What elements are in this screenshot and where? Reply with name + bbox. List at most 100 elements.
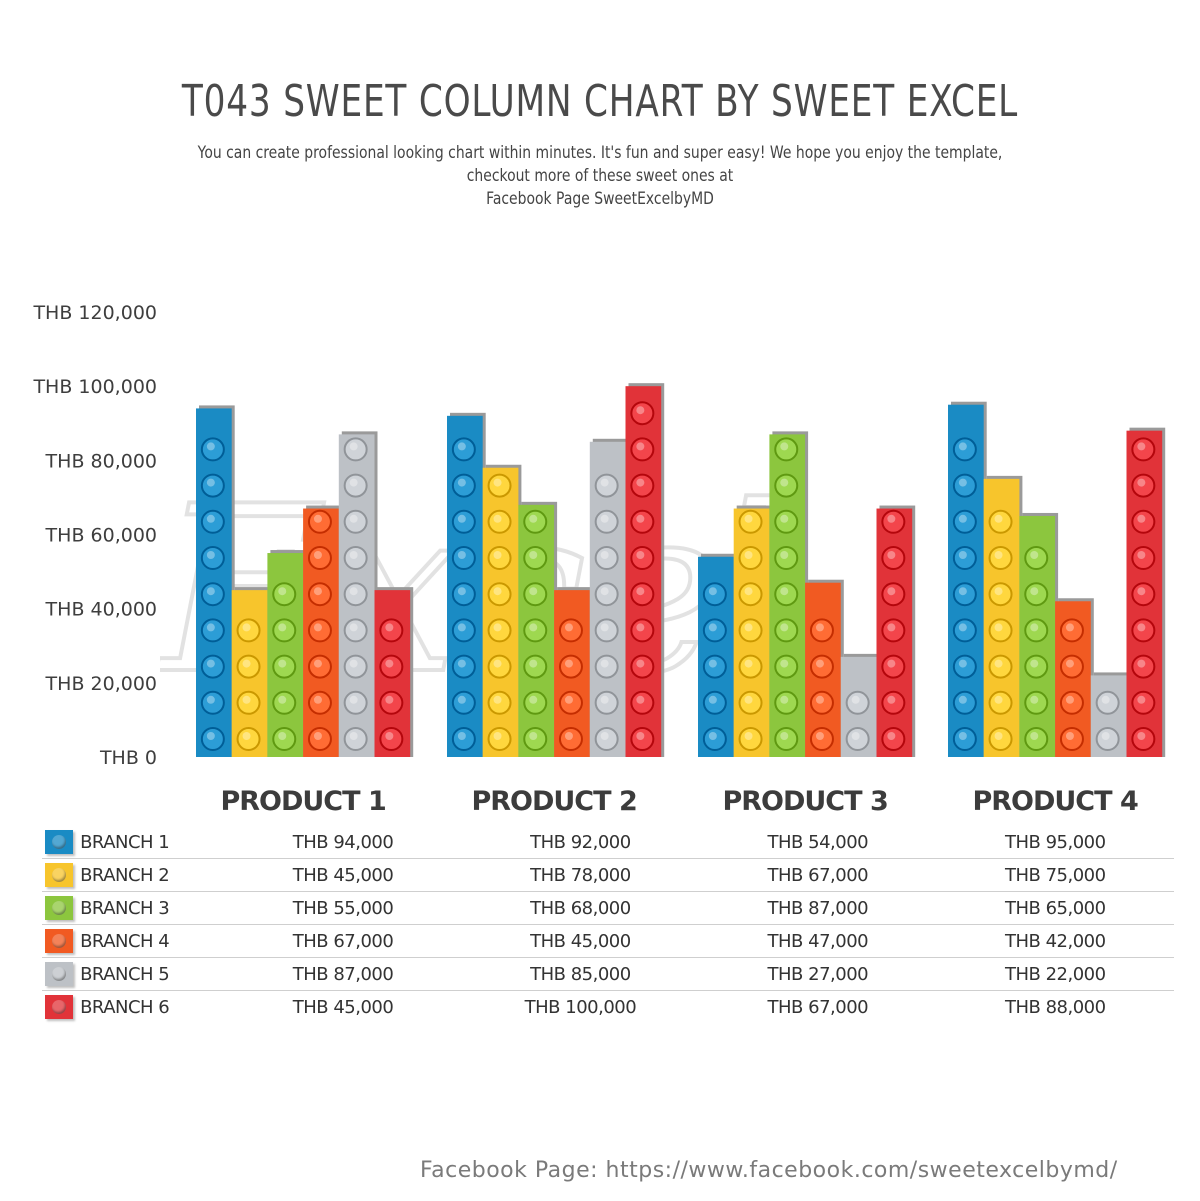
- lego-stud: [952, 727, 977, 751]
- lego-stud: [487, 509, 512, 534]
- stud-highlight: [529, 551, 538, 559]
- lego-stud: [881, 618, 906, 643]
- stud-highlight: [744, 551, 753, 559]
- stud-highlight: [564, 623, 573, 632]
- lego-stud: [236, 618, 261, 643]
- lego-stud: [558, 690, 583, 715]
- stud-highlight: [457, 478, 466, 487]
- stud-highlight: [1030, 732, 1039, 740]
- lego-stud: [988, 654, 1013, 679]
- table-value-cell: THB 45,000: [292, 996, 394, 1018]
- stud-highlight: [457, 623, 466, 632]
- bar: [338, 431, 378, 757]
- stud-highlight: [600, 478, 609, 487]
- stud-highlight: [815, 695, 824, 704]
- lego-stud: [988, 509, 1013, 534]
- lego-stud: [487, 654, 512, 679]
- stud-highlight: [1137, 478, 1146, 487]
- lego-stud: [702, 582, 727, 607]
- stud-highlight: [851, 695, 860, 704]
- lego-stud: [200, 618, 225, 643]
- stud-highlight: [1065, 695, 1074, 704]
- legend-swatch-cell: [42, 957, 81, 991]
- stud-highlight: [1101, 732, 1110, 740]
- stud-highlight: [493, 659, 502, 668]
- lego-stud: [558, 727, 583, 751]
- lego-stud: [200, 473, 225, 498]
- bar: [983, 475, 1023, 757]
- legend-swatch-cell: [42, 858, 81, 892]
- lego-stud: [952, 509, 977, 534]
- stud-highlight: [313, 623, 322, 632]
- stud-highlight: [385, 695, 394, 704]
- data-table: BRANCH 1 THB 94,000 THB 92,000 THB 54,000 TH…: [42, 826, 1174, 1023]
- stud-highlight: [600, 695, 609, 704]
- table-value-cell: THB 27,000: [699, 957, 937, 991]
- stud-highlight: [349, 659, 358, 668]
- lego-stud: [451, 546, 476, 570]
- lego-stud: [1059, 654, 1084, 679]
- lego-stud: [236, 654, 261, 679]
- lego-stud: [272, 690, 297, 715]
- bar: [805, 579, 844, 757]
- stud-highlight: [1137, 623, 1146, 632]
- stud-highlight: [600, 623, 609, 632]
- lego-stud: [774, 437, 799, 462]
- lego-stud: [307, 690, 332, 715]
- lego-stud: [272, 727, 297, 751]
- branch-name: BRANCH 1: [80, 826, 225, 859]
- bar: [840, 653, 880, 757]
- bar: [769, 431, 809, 757]
- table-value-cell: THB 92,000: [461, 826, 700, 859]
- lego-stud: [774, 546, 799, 570]
- lego-stud: [881, 690, 906, 715]
- stud-highlight: [457, 659, 466, 668]
- table-value-cell: THB 85,000: [461, 957, 700, 991]
- lego-stud: [1131, 690, 1156, 715]
- lego-stud: [379, 727, 404, 751]
- lego-stud: [774, 690, 799, 715]
- lego-stud: [630, 727, 655, 751]
- bar: [1055, 598, 1094, 757]
- table-value-cell: THB 45,000: [224, 858, 462, 892]
- stud-highlight: [385, 659, 394, 668]
- bar: [447, 412, 486, 757]
- x-category-label: PRODUCT 1: [220, 786, 385, 817]
- lego-stud: [809, 690, 834, 715]
- stud-highlight: [1137, 514, 1146, 523]
- table-row: BRANCH 4 THB 67,000 THB 45,000 THB 47,000 TH…: [42, 924, 1174, 958]
- lego-stud: [738, 509, 763, 534]
- stud-highlight: [457, 732, 466, 740]
- lego-stud: [1131, 727, 1156, 751]
- legend-swatch-cell: [42, 891, 81, 925]
- stud-highlight: [278, 623, 287, 632]
- stud-highlight: [600, 551, 609, 559]
- stud-highlight: [457, 695, 466, 704]
- stud-highlight: [958, 732, 967, 740]
- stud-highlight: [600, 659, 609, 668]
- stud-highlight: [493, 623, 502, 632]
- lego-stud: [1024, 582, 1049, 607]
- legend-brick-icon: [45, 995, 73, 1019]
- lego-stud: [881, 654, 906, 679]
- stud-highlight: [529, 695, 538, 704]
- stud-highlight: [1030, 587, 1039, 596]
- stud-highlight: [493, 732, 502, 740]
- stud-highlight: [1101, 695, 1110, 704]
- table-value-cell: THB 87,000: [699, 891, 937, 925]
- lego-stud: [952, 690, 977, 715]
- lego-stud: [200, 546, 225, 570]
- stud-highlight: [278, 732, 287, 740]
- lego-stud: [594, 654, 619, 679]
- stud-highlight: [636, 442, 645, 451]
- table-value-cell: THB 68,000: [461, 891, 700, 925]
- stud-highlight: [636, 551, 645, 559]
- legend-brick-icon: [45, 863, 73, 887]
- stud-highlight: [349, 695, 358, 704]
- stud-highlight: [780, 551, 789, 559]
- lego-stud: [988, 690, 1013, 715]
- stud-highlight: [242, 623, 251, 632]
- lego-stud: [881, 582, 906, 607]
- stud-highlight: [493, 551, 502, 559]
- stud-highlight: [349, 587, 358, 596]
